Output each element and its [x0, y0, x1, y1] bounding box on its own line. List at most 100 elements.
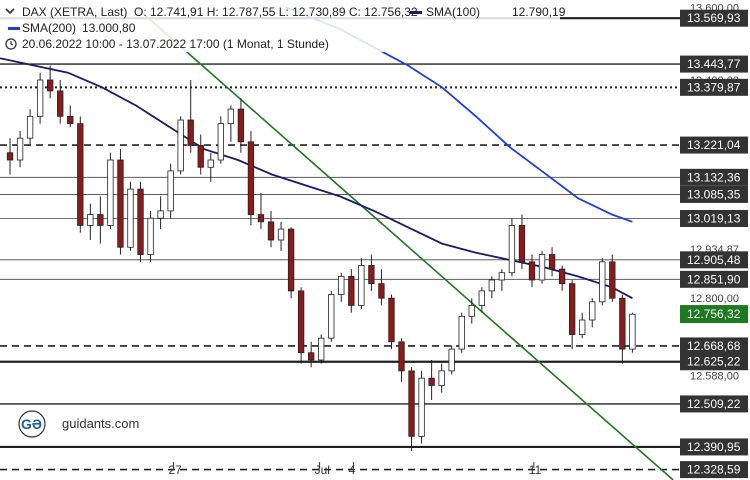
candle-body [117, 159, 124, 248]
trendline [135, 6, 674, 480]
candle [16, 130, 24, 168]
candle-body [609, 261, 616, 299]
candle-body [528, 261, 536, 281]
price-level-label: 12.905,48 [680, 251, 748, 269]
candle [147, 210, 154, 262]
candle [237, 98, 245, 153]
price-level-value: 12.625,22 [687, 355, 741, 369]
candle [297, 287, 305, 364]
candle-body [548, 254, 556, 270]
candle [338, 272, 345, 302]
candlesticks [6, 65, 636, 451]
guidants-logo[interactable]: GƏ guidants.com [18, 410, 139, 438]
candle [348, 269, 355, 313]
candle-body [97, 214, 104, 226]
price-level-tag [680, 438, 748, 456]
candle-body [348, 275, 355, 306]
guidants-logo-icon: GƏ [18, 410, 46, 438]
clock-icon [5, 38, 17, 50]
axis-tick-label: 12.800,00 [690, 293, 739, 305]
candle-body [438, 370, 445, 386]
ohlc-values: O: 12.741,91 H: 12.787,55 L: 12.730,89 C… [134, 5, 418, 19]
candle-body [26, 115, 34, 139]
price-level-tag [680, 55, 748, 73]
candle-body [237, 108, 245, 143]
price-level-tag [680, 209, 748, 227]
time-tick-label: Jul [315, 463, 330, 477]
candle [408, 367, 415, 451]
candle-body [428, 377, 435, 386]
price-level-tag [680, 270, 748, 288]
candle-body [6, 152, 14, 161]
price-level-value: 12.905,48 [687, 253, 741, 267]
price-level-value: 13.569,93 [687, 11, 741, 25]
price-level-value: 13.132,36 [687, 170, 741, 184]
candle-body [338, 275, 345, 295]
candle [257, 192, 265, 230]
candle-body [177, 119, 184, 172]
candle-body [468, 305, 475, 317]
sma100-swatch [410, 11, 422, 14]
price-level-tag [680, 461, 748, 479]
candle [267, 210, 275, 248]
candle [368, 254, 375, 291]
price-level-value: 13.443,77 [687, 57, 741, 71]
candle-body [488, 279, 496, 292]
candle-body [388, 297, 395, 343]
candle [458, 312, 465, 353]
candle-body [568, 283, 576, 335]
price-level-value: 12.390,95 [687, 440, 741, 454]
price-level-tag [680, 136, 748, 154]
chevron-down-icon[interactable] [5, 8, 15, 15]
candle [609, 254, 616, 302]
candle-body [368, 265, 375, 285]
candle-body [207, 159, 214, 168]
candle [77, 116, 84, 233]
candle [498, 269, 506, 291]
candle [508, 218, 516, 277]
candle-body [267, 221, 275, 241]
candle-body [36, 79, 44, 117]
candle [328, 290, 335, 342]
candle-body [107, 159, 114, 226]
price-level-value: 13.019,13 [687, 211, 741, 225]
candle [308, 341, 315, 368]
candle [177, 116, 184, 175]
time-tick-label: 4 [349, 463, 356, 477]
logo-text: guidants.com [62, 416, 139, 431]
price-level-value: 13.221,04 [687, 138, 741, 152]
price-level-label: 12.851,90 [680, 270, 748, 288]
candle-body [558, 268, 566, 285]
candle [358, 258, 365, 310]
price-level-label: 13.569,93 [680, 9, 748, 27]
candle-body [287, 228, 295, 292]
candle-body [297, 290, 305, 354]
price-level-label: 12.668,68 [680, 337, 748, 355]
candle-body [408, 370, 415, 437]
candle-body [157, 210, 164, 219]
sma200-value: 13.000,80 [82, 21, 136, 35]
candle-body [227, 108, 235, 125]
time-tick-label: 27 [168, 463, 182, 477]
price-level-tag [680, 185, 748, 203]
candle-body [418, 377, 425, 437]
price-level-value: 13.379,87 [687, 80, 741, 94]
candle [629, 312, 636, 353]
price-level-value: 12.328,59 [687, 463, 741, 477]
candle [57, 80, 64, 124]
candle-body [398, 341, 405, 372]
price-level-tag [680, 337, 748, 355]
price-level-value: 12.509,22 [687, 397, 741, 411]
candle [167, 163, 174, 219]
candle [538, 250, 546, 284]
candle-body [87, 214, 94, 226]
candle-body [187, 119, 194, 146]
candle [207, 152, 214, 182]
header-legend: DAX (XETRA, Last) O: 12.741,91 H: 12.787… [0, 0, 566, 52]
price-level-label: 13.379,87 [680, 78, 748, 96]
collapse-toggle[interactable] [5, 8, 15, 15]
candle [67, 105, 74, 128]
candle-body [277, 228, 285, 241]
